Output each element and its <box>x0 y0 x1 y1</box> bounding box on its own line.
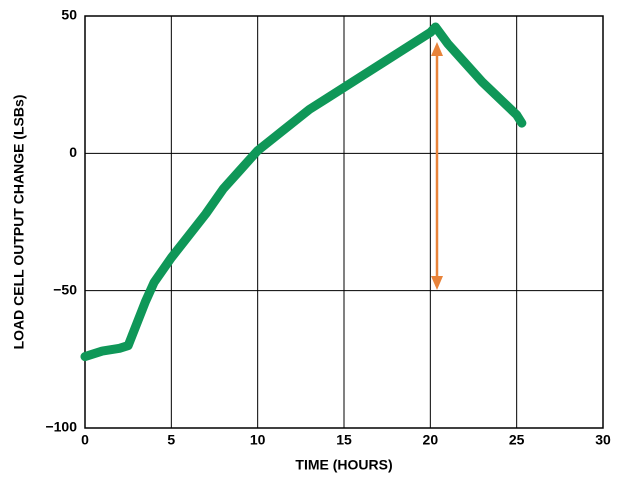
y-axis-label: LOAD CELL OUTPUT CHANGE (LSBs) <box>11 95 27 350</box>
x-tick-label: 0 <box>81 432 89 448</box>
y-tick-label: −50 <box>53 281 77 297</box>
arrow-head <box>431 276 443 290</box>
x-tick-label: 15 <box>336 432 352 448</box>
x-tick-label: 5 <box>167 432 175 448</box>
x-tick-label: 30 <box>595 432 611 448</box>
arrow-head <box>431 42 443 56</box>
y-tick-label: 50 <box>61 7 77 23</box>
plot-frame <box>84 15 604 429</box>
plot-area <box>84 15 604 429</box>
x-tick-label: 10 <box>250 432 266 448</box>
x-axis-label: TIME (HOURS) <box>295 457 392 473</box>
annotation-arrow <box>431 42 443 290</box>
x-tick-label: 20 <box>423 432 439 448</box>
y-tick-label: 0 <box>69 144 77 160</box>
x-tick-label: 25 <box>509 432 525 448</box>
y-tick-label: −100 <box>45 419 77 435</box>
data-line <box>80 22 527 362</box>
